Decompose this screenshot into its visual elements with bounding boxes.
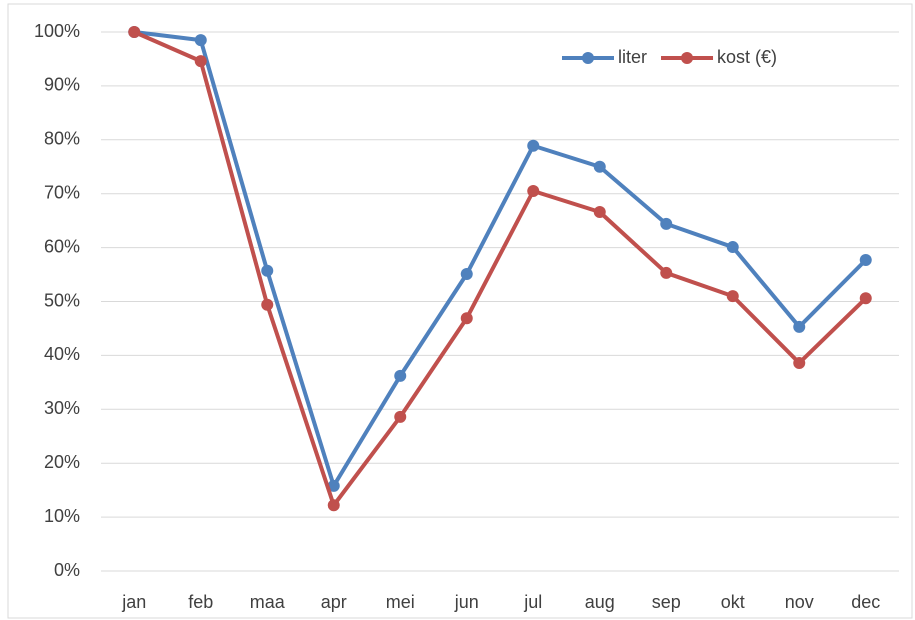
x-tick-label: apr (321, 592, 347, 612)
series-marker (261, 264, 274, 277)
series-marker (527, 185, 540, 198)
legend-label: liter (618, 47, 647, 67)
x-tick-label: maa (250, 592, 286, 612)
x-tick-label: nov (785, 592, 814, 612)
x-tick-label: mei (386, 592, 415, 612)
y-tick-label: 50% (44, 290, 80, 310)
x-tick-label: jan (121, 592, 146, 612)
x-tick-label: jun (454, 592, 479, 612)
series-marker (726, 241, 739, 254)
series-marker (128, 26, 141, 38)
series-line (134, 30, 868, 488)
y-tick-label: 80% (44, 129, 80, 149)
series-marker (593, 206, 606, 219)
series-line (133, 30, 868, 508)
y-tick-label: 30% (44, 398, 80, 418)
y-tick-label: 70% (44, 182, 80, 202)
legend-label: kost (€) (717, 47, 777, 67)
legend-marker (681, 52, 694, 64)
x-tick-label: okt (721, 592, 745, 612)
y-tick-label: 90% (44, 75, 80, 95)
series-marker (394, 410, 407, 423)
series-marker (660, 217, 673, 230)
y-tick-label: 20% (44, 452, 80, 472)
x-tick-label: sep (652, 592, 681, 612)
series-marker (194, 34, 207, 47)
series-marker (593, 160, 606, 173)
series-marker (261, 298, 274, 311)
series-marker (460, 268, 473, 281)
series-marker (726, 290, 739, 303)
y-tick-label: 10% (44, 506, 80, 526)
series-marker (859, 292, 872, 305)
series-marker (793, 320, 806, 333)
y-tick-label: 0% (54, 560, 80, 580)
x-tick-label: dec (851, 592, 880, 612)
y-tick-label: 100% (34, 21, 80, 41)
x-tick-label: feb (188, 592, 213, 612)
series-marker (327, 479, 340, 492)
series-marker (660, 266, 673, 279)
x-tick-label: jul (523, 592, 542, 612)
x-tick-label: aug (585, 592, 615, 612)
series-marker (327, 499, 340, 512)
chart-border (7, 3, 913, 619)
series-marker (394, 369, 407, 382)
y-tick-label: 60% (44, 236, 80, 256)
series-marker (527, 139, 540, 152)
series-marker (194, 55, 207, 68)
y-tick-label: 40% (44, 344, 80, 364)
series-marker (460, 312, 473, 325)
legend-marker (582, 52, 594, 64)
series-marker (859, 253, 872, 266)
series-marker (793, 356, 806, 369)
